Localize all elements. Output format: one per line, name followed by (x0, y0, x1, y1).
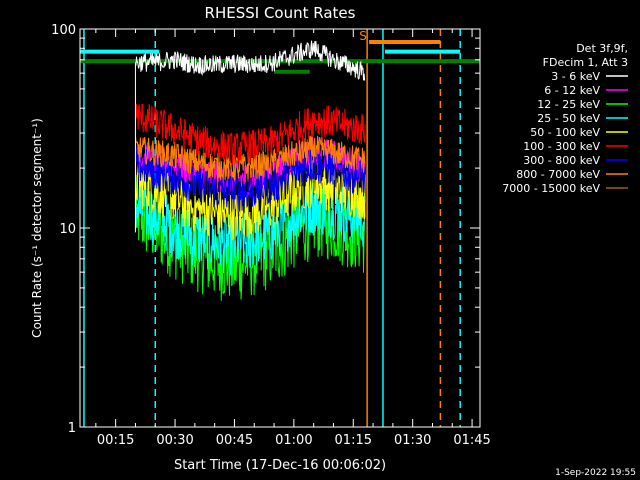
series-line-800-7000-kev (134, 134, 366, 181)
y-tick-label: 100 (51, 23, 76, 38)
x-axis-label: Start Time (17-Dec-16 00:06:02) (174, 458, 386, 473)
legend-label-300-800-kev: 300 - 800 keV (523, 154, 600, 167)
chart-title: RHESSI Count Rates (205, 4, 356, 22)
series-line-3-6-kev (134, 40, 366, 81)
marker-label: S (359, 29, 367, 43)
series-line-50-100-kev (134, 160, 366, 241)
x-tick-label: 01:30 (394, 433, 431, 448)
footer-timestamp: 1-Sep-2022 19:55 (555, 468, 636, 478)
x-tick-label: 00:45 (216, 433, 253, 448)
y-tick-label: 10 (59, 222, 76, 237)
x-tick-label: 01:00 (275, 433, 312, 448)
legend-header-line-2: FDecim 1, Att 3 (543, 56, 628, 69)
series-layer (134, 40, 366, 301)
legend-label-50-100-kev: 50 - 100 keV (530, 126, 600, 139)
marker-lines: S (80, 29, 480, 427)
x-tick-label: 01:15 (335, 433, 372, 448)
y-axis-label: Count Rate (s⁻¹ detector segment⁻¹) (30, 118, 44, 338)
x-tick-label: 00:30 (156, 433, 193, 448)
legend-label-100-300-kev: 100 - 300 keV (523, 140, 600, 153)
legend-header-line-1: Det 3f,9f, (576, 42, 628, 55)
legend-label-6-12-kev: 6 - 12 keV (544, 84, 600, 97)
legend-label-800-7000-kev: 800 - 7000 keV (516, 168, 600, 181)
axes: 00:15 00:30 00:45 01:00 01:15 01:30 01:45 1 10 10… (51, 23, 491, 448)
legend-label-3-6-kev: 3 - 6 keV (551, 70, 600, 83)
x-tick-label: 00:15 (97, 433, 134, 448)
x-tick-label: 01:45 (453, 433, 490, 448)
legend-label-12-25-kev: 12 - 25 keV (537, 98, 600, 111)
legend-label-25-50-kev: 25 - 50 keV (537, 112, 600, 125)
legend-label-7000-15000-kev: 7000 - 15000 keV (502, 182, 600, 195)
y-tick-label: 1 (68, 421, 76, 436)
series-line-100-300-kev (134, 103, 366, 165)
